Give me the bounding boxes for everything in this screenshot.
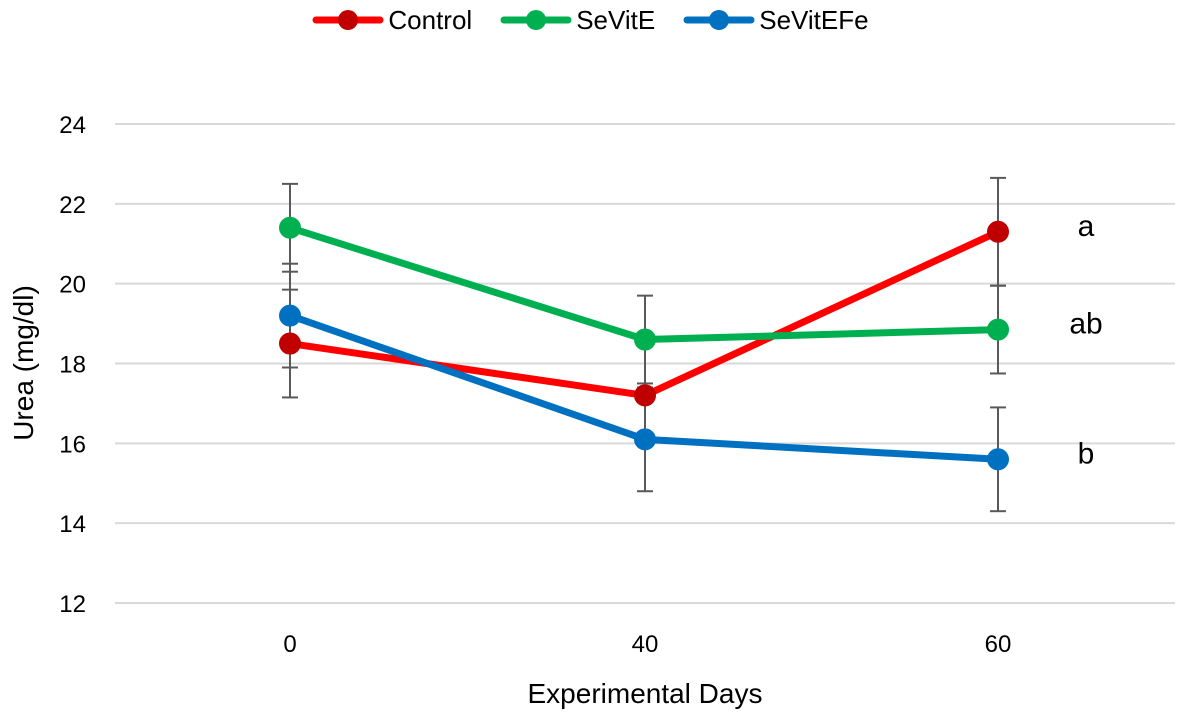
- legend: Control SeVitE SeVitEFe: [0, 4, 1181, 36]
- legend-marker: [526, 10, 547, 30]
- data-point-sevite: [987, 318, 1009, 341]
- legend-label: Control: [388, 4, 473, 35]
- legend-item-sevite: SeVitE: [500, 4, 655, 36]
- y-tick-label: 12: [59, 591, 86, 618]
- legend-swatch: [500, 10, 572, 30]
- y-tick-label: 20: [59, 272, 86, 299]
- x-axis-ticks: 0 40 60: [283, 631, 1011, 658]
- data-point-sevite: [279, 216, 301, 239]
- significance-labels: a ab b: [1069, 210, 1102, 471]
- data-point-sevitefe: [279, 304, 301, 327]
- data-point-control: [987, 220, 1009, 243]
- significance-label: a: [1078, 210, 1095, 243]
- legend-marker: [709, 10, 730, 30]
- y-tick-label: 22: [59, 192, 86, 219]
- data-point-sevitefe: [634, 428, 656, 451]
- data-point-sevite: [634, 328, 656, 351]
- x-tick-label: 0: [283, 631, 296, 658]
- legend-label: SeVitE: [576, 4, 656, 35]
- y-tick-label: 14: [59, 511, 86, 538]
- y-axis-label: Urea (mg/dl): [8, 285, 39, 441]
- legend-item-control: Control: [312, 4, 472, 36]
- legend-swatch: [312, 10, 384, 30]
- y-tick-label: 24: [59, 112, 86, 139]
- data-point-sevitefe: [987, 448, 1009, 471]
- x-tick-label: 60: [985, 631, 1012, 658]
- series-markers: [279, 216, 1009, 471]
- x-axis-label: Experimental Days: [528, 678, 763, 709]
- legend-item-sevitefe: SeVitEFe: [683, 4, 869, 36]
- data-point-control: [634, 384, 656, 407]
- y-tick-label: 18: [59, 352, 86, 379]
- x-tick-label: 40: [632, 631, 659, 658]
- y-axis-ticks: 12 14 16 18 20 22 24: [59, 112, 86, 618]
- data-point-control: [279, 332, 301, 355]
- legend-label: SeVitEFe: [759, 4, 869, 35]
- y-tick-label: 16: [59, 431, 86, 458]
- legend-marker: [338, 10, 359, 30]
- significance-label: b: [1078, 437, 1095, 470]
- significance-label: ab: [1069, 308, 1102, 341]
- legend-swatch: [683, 10, 755, 30]
